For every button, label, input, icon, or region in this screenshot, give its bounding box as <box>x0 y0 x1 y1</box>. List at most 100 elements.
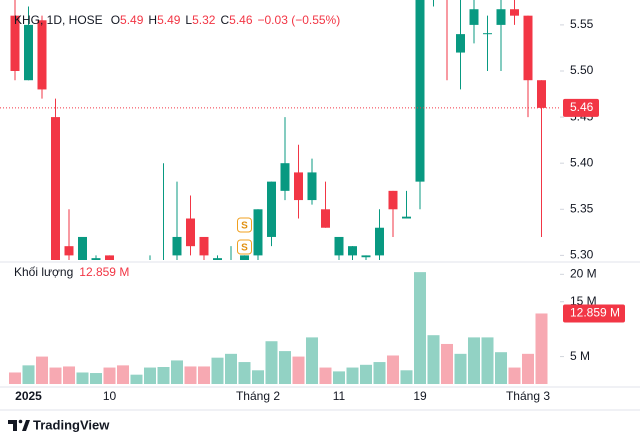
volume-bar <box>373 362 386 384</box>
volume-bar <box>414 272 426 384</box>
y-tick-label: 5.55 <box>570 17 594 31</box>
legend-key: L <box>185 13 192 27</box>
x-tick-label: 19 <box>413 389 427 403</box>
brand: TradingView <box>33 417 110 432</box>
volume-bar <box>333 371 345 384</box>
legend-change: −0.03 (−0.55%) <box>258 13 341 27</box>
legend-symbol: KHG, 1D, HOSE <box>14 13 103 27</box>
volume-bar <box>22 365 35 384</box>
legend: KHG, 1D, HOSE O5.49 H5.49 L5.32 C5.46 −0.03 (… <box>14 13 340 27</box>
legend-value: 5.32 <box>192 13 216 27</box>
volume-bar <box>144 367 156 384</box>
volume-bar <box>36 356 48 384</box>
last-price-label: 5.46 <box>570 100 594 114</box>
volume-bar <box>171 360 183 384</box>
volume-bar <box>90 373 102 384</box>
volume-bar <box>427 335 440 384</box>
candle-body <box>537 80 546 108</box>
candle-body <box>375 227 384 256</box>
volume-bar <box>225 353 237 384</box>
candle-body <box>91 258 101 260</box>
y-tick-label: 5.40 <box>570 155 594 169</box>
volume-bar <box>130 374 143 384</box>
event-label: S <box>241 243 248 254</box>
candle-body <box>146 274 155 283</box>
volume-label-value: 12.859 M <box>570 306 620 320</box>
volume-bar <box>103 367 116 384</box>
volume-bar <box>508 367 521 384</box>
x-tick-label: Tháng 2 <box>236 389 280 403</box>
candle-body <box>78 236 87 260</box>
volume-bar <box>184 366 197 384</box>
y-tick-label: 5.50 <box>570 63 594 77</box>
volume-bar <box>468 337 480 384</box>
candle-body <box>280 163 290 191</box>
x-tick-label: 10 <box>103 389 117 403</box>
volume-bar <box>63 366 75 384</box>
candle-body <box>132 278 141 292</box>
volume-bar <box>157 367 170 384</box>
volume-bar <box>49 367 62 384</box>
last-price-box <box>563 98 599 117</box>
candle-body <box>253 209 263 256</box>
volume-bar <box>198 366 210 384</box>
volume-bar <box>387 355 399 384</box>
candle-body <box>321 209 330 228</box>
candle-body <box>24 24 33 81</box>
volume-bar <box>535 313 548 384</box>
y-tick-label: 5 M <box>570 349 590 363</box>
candle-body <box>186 218 195 247</box>
volume-bar <box>306 337 318 384</box>
volume-title-text: Khối lượng <box>14 265 73 279</box>
candle-body <box>240 255 249 260</box>
legend-value: 5.46 <box>229 13 253 27</box>
x-tick-label: 11 <box>333 389 346 403</box>
candle-body <box>361 255 371 258</box>
y-tick-label: 20 M <box>570 266 597 280</box>
candle-body <box>523 15 533 81</box>
candle-body <box>483 33 492 35</box>
volume-title-value: 12.859 M <box>79 265 129 279</box>
legend-key: O <box>111 13 120 27</box>
candle-body <box>510 9 519 16</box>
candle-body <box>199 236 209 256</box>
volume-bar <box>495 352 507 384</box>
volume-bar <box>454 353 467 384</box>
volume-title: Khối lượng 12.859 M <box>14 265 129 279</box>
legend-key: C <box>220 13 229 27</box>
volume-bar <box>292 356 305 384</box>
legend-value: 5.49 <box>120 13 144 27</box>
candle-body <box>402 216 411 219</box>
volume-bar <box>238 362 251 384</box>
volume-bar <box>481 337 494 384</box>
candle-body <box>105 255 114 260</box>
volume-label-box <box>563 304 625 323</box>
volume-bar <box>211 357 224 384</box>
candle-body <box>469 9 479 25</box>
volume-bar <box>279 351 291 384</box>
volume-bar <box>76 372 89 384</box>
volume-bar <box>522 353 534 384</box>
candle-body <box>172 236 182 256</box>
legend-key: H <box>148 13 157 27</box>
candle-body <box>496 9 506 25</box>
volume-bar <box>252 370 264 384</box>
candle-body <box>307 172 317 201</box>
volume-bar <box>441 343 453 384</box>
candle-body <box>10 15 20 71</box>
candle-body <box>334 236 344 256</box>
volume-bar <box>9 372 21 384</box>
x-tick-label: 2025 <box>15 389 42 403</box>
candle-body <box>294 172 303 201</box>
candle-body <box>213 258 222 260</box>
logo <box>8 419 30 431</box>
volume-bar <box>360 364 372 384</box>
candle-body <box>348 246 357 256</box>
candle-body <box>388 190 398 210</box>
candle-body <box>51 117 60 260</box>
candle-body <box>415 0 425 182</box>
x-tick-label: Tháng 3 <box>506 389 550 403</box>
y-tick-label: 5.35 <box>570 201 594 215</box>
volume-bar <box>319 367 332 384</box>
